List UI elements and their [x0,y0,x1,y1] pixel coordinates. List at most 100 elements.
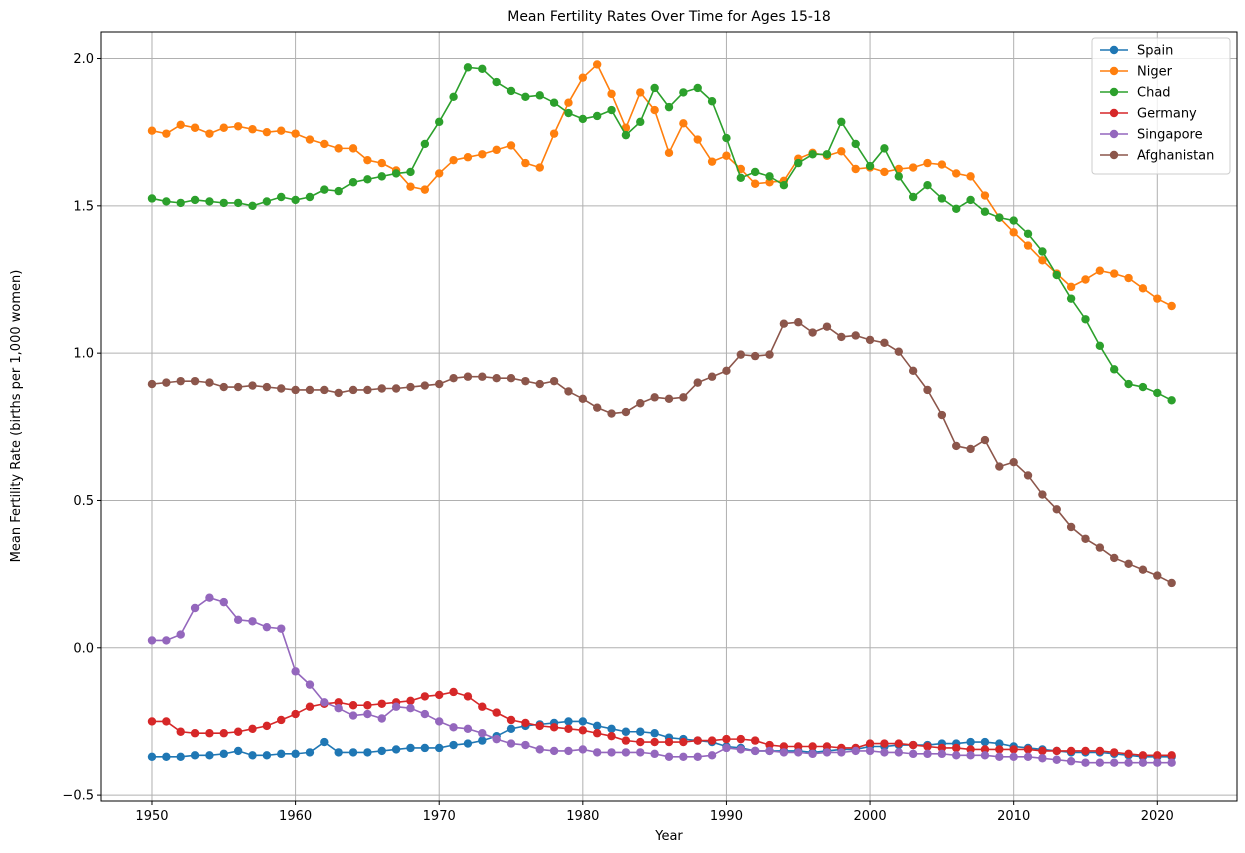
data-point [1167,758,1176,767]
data-point [291,709,300,719]
data-point [205,129,214,138]
data-point [1038,490,1047,499]
data-point [1167,301,1176,311]
data-point [463,63,473,72]
data-point [765,178,774,187]
data-point [435,117,444,127]
data-point [592,721,602,731]
data-point [492,734,501,744]
legend-label: Afghanistan [1137,149,1214,164]
data-point [420,185,430,194]
data-point [506,86,516,96]
data-point [176,630,185,639]
data-point [592,403,602,412]
data-point [162,378,171,387]
data-point [420,692,430,701]
data-point [966,172,975,181]
data-point [923,158,932,168]
data-point [277,715,286,725]
data-point [937,410,947,420]
data-point [1095,341,1105,350]
data-point [607,731,616,741]
data-point [1153,571,1162,580]
data-point [952,441,961,451]
data-point [592,729,602,738]
grid-lines [101,32,1237,801]
data-point [449,374,458,383]
data-point [1052,755,1061,764]
data-point [1095,266,1105,275]
data-point [334,748,343,757]
data-point [348,711,358,720]
axes: 1950 1960 1970 1980 1990 2000 2010 2020 −0.5 0.0 0… [62,52,1173,824]
data-point [162,197,171,206]
legend-item: Singapore [1100,128,1203,143]
data-point [707,157,717,166]
data-point [865,746,875,756]
legend-label: Singapore [1137,128,1203,143]
data-point [1110,758,1119,767]
data-point [1153,388,1162,398]
data-point [190,123,200,132]
data-point [621,407,631,417]
data-point [363,175,372,184]
data-point [535,163,544,172]
data-point [621,727,631,736]
data-point [320,185,329,194]
data-point [995,739,1004,748]
data-point [190,729,200,738]
data-point [147,126,157,135]
data-point [621,748,631,757]
data-point [1095,746,1105,756]
data-point [822,322,832,331]
x-tick-label: 1990 [710,809,743,824]
data-point [607,748,616,757]
data-point [1124,273,1133,283]
data-point [1038,746,1047,756]
data-point [794,158,803,168]
data-point [176,120,185,130]
data-point [650,105,659,115]
data-point [679,119,688,128]
data-point [320,385,329,395]
legend-label: Chad [1137,86,1171,101]
data-point [463,372,473,381]
data-point [1023,745,1033,754]
data-point [578,394,588,404]
data-point [277,192,286,202]
series-line [151,63,1173,307]
data-point [750,351,760,361]
data-point [377,699,386,708]
data-point [521,740,530,750]
data-point [664,102,674,112]
data-point [377,384,386,393]
legend-label: Niger [1137,65,1173,80]
data-point [937,160,947,169]
data-point [1009,745,1018,754]
data-point [147,194,157,203]
data-point [837,117,846,127]
data-point [736,745,746,754]
data-point [636,737,645,747]
data-point [348,144,358,153]
data-point [291,749,300,759]
data-point [205,593,214,602]
data-point [650,729,659,738]
data-point [851,164,860,174]
data-point [808,150,817,159]
data-point [348,385,358,395]
data-point [406,167,415,177]
data-point [880,338,889,348]
plot-frame [100,31,1238,802]
data-point [176,727,185,736]
data-point [1066,294,1076,303]
data-point [693,135,702,144]
data-point [334,144,343,153]
data-point [1124,749,1133,759]
data-point [908,740,918,750]
data-point [420,381,430,390]
data-point [391,384,401,393]
data-point [1081,534,1090,543]
data-point [923,385,932,395]
x-tick-label: 1980 [566,809,599,824]
